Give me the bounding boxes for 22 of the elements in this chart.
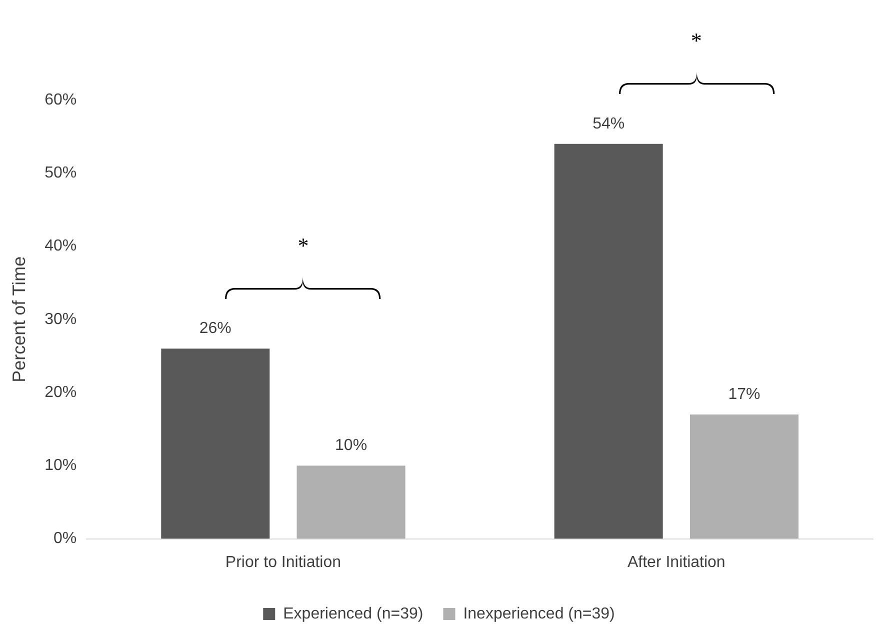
x-tick-label: Prior to Initiation: [225, 554, 342, 571]
bar: [690, 414, 798, 539]
data-label: 54%: [592, 115, 625, 132]
data-label: 10%: [335, 437, 368, 454]
y-tick-label: 30%: [44, 310, 77, 328]
annotation: *: [298, 232, 309, 258]
y-tick-label: 20%: [44, 384, 77, 401]
y-tick-label: 50%: [44, 164, 77, 182]
bar: [296, 466, 406, 539]
data-label: 17%: [728, 386, 760, 403]
legend-label: Inexperienced (n=39): [463, 605, 615, 622]
legend-label: Experienced (n=39): [283, 605, 424, 622]
text: *: [690, 28, 702, 53]
bar: [554, 144, 663, 539]
y-axis-title: Percent of Time: [8, 256, 29, 382]
data-label: 26%: [199, 320, 232, 338]
y-tick-label: 60%: [44, 91, 77, 108]
x-tick-label: After Initiation: [627, 554, 726, 571]
y-tick-label: 10%: [44, 457, 77, 474]
y-tick-label: 40%: [44, 238, 77, 255]
bar: [161, 348, 270, 539]
y-tick-label: 0%: [54, 530, 77, 548]
